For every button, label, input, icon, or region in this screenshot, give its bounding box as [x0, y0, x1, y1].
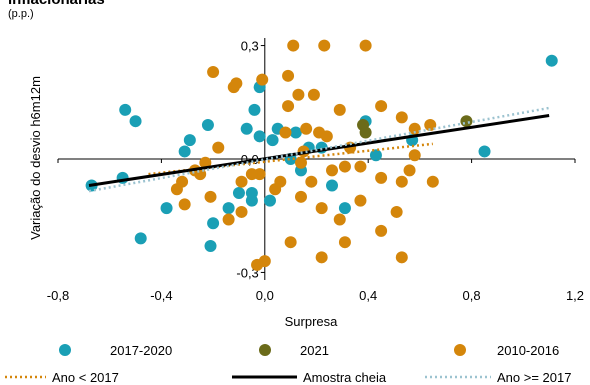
legend-label: Ano >= 2017 — [497, 370, 571, 385]
point — [207, 217, 220, 230]
point — [232, 187, 245, 200]
point — [274, 175, 287, 188]
point — [251, 258, 264, 271]
x-tick-label: 0,8 — [463, 288, 481, 303]
point — [294, 190, 307, 203]
point — [338, 160, 351, 173]
point — [326, 179, 339, 192]
point — [253, 130, 266, 143]
point — [354, 194, 367, 207]
point — [354, 160, 367, 173]
point — [284, 236, 297, 249]
legend-label: 2021 — [300, 343, 329, 358]
point — [333, 103, 346, 116]
legend-label: 2017-2020 — [110, 343, 172, 358]
point — [204, 239, 217, 252]
point — [230, 77, 243, 90]
y-tick-label: 0,3 — [241, 39, 259, 54]
x-tick-label: 1,2 — [566, 288, 584, 303]
point — [160, 202, 173, 215]
point — [318, 39, 331, 52]
point — [305, 175, 318, 188]
point — [403, 164, 416, 177]
point — [315, 202, 328, 215]
point — [369, 149, 382, 162]
point — [245, 168, 258, 181]
point — [222, 213, 235, 226]
point — [478, 145, 491, 158]
point — [408, 122, 421, 135]
point — [375, 171, 388, 184]
point — [338, 202, 351, 215]
point — [263, 194, 276, 207]
point — [359, 39, 372, 52]
point — [207, 66, 220, 79]
point — [134, 232, 147, 245]
point — [256, 73, 269, 86]
point — [266, 134, 279, 147]
legend-label: 2010-2016 — [497, 343, 559, 358]
point — [333, 213, 346, 226]
legend-label: Ano < 2017 — [52, 370, 119, 385]
point — [204, 190, 217, 203]
point — [176, 175, 189, 188]
point — [248, 103, 261, 116]
point — [282, 69, 295, 82]
chart-subtitle: (p.p.) — [8, 8, 34, 20]
legend-marker — [59, 344, 71, 356]
point — [326, 164, 339, 177]
point — [199, 156, 212, 169]
point — [375, 224, 388, 237]
x-axis-label: Surpresa — [285, 314, 339, 329]
point — [375, 100, 388, 113]
point — [183, 134, 196, 147]
x-tick-label: 0,4 — [359, 288, 377, 303]
legend-label: Amostra cheia — [303, 370, 387, 385]
point — [545, 54, 558, 67]
point — [294, 156, 307, 169]
point — [338, 236, 351, 249]
point — [395, 251, 408, 264]
point — [292, 88, 305, 101]
point — [235, 175, 248, 188]
point — [460, 115, 473, 128]
point — [307, 88, 320, 101]
point — [359, 126, 372, 139]
x-tick-label: -0,4 — [150, 288, 172, 303]
point — [222, 202, 235, 215]
point — [426, 175, 439, 188]
x-tick-label: 0,0 — [256, 288, 274, 303]
trend-line — [88, 114, 550, 187]
point — [289, 126, 302, 139]
legend-marker — [259, 344, 271, 356]
y-axis-label: Variação do desvio h6m12m — [28, 76, 43, 240]
point — [390, 205, 403, 218]
point — [279, 126, 292, 139]
point — [178, 198, 191, 211]
point — [395, 111, 408, 124]
x-tick-label: -0,8 — [47, 288, 69, 303]
point — [408, 149, 421, 162]
point — [287, 39, 300, 52]
point — [119, 103, 132, 116]
point — [129, 115, 142, 128]
point — [424, 118, 437, 131]
point — [245, 194, 258, 207]
point — [212, 141, 225, 154]
point — [282, 100, 295, 113]
point — [320, 130, 333, 143]
legend-marker — [454, 344, 466, 356]
chart-title: inflacionárias — [8, 0, 105, 8]
point — [178, 145, 191, 158]
point — [395, 175, 408, 188]
point — [240, 122, 253, 135]
point — [235, 205, 248, 218]
point — [201, 118, 214, 131]
point — [300, 122, 313, 135]
point — [315, 251, 328, 264]
